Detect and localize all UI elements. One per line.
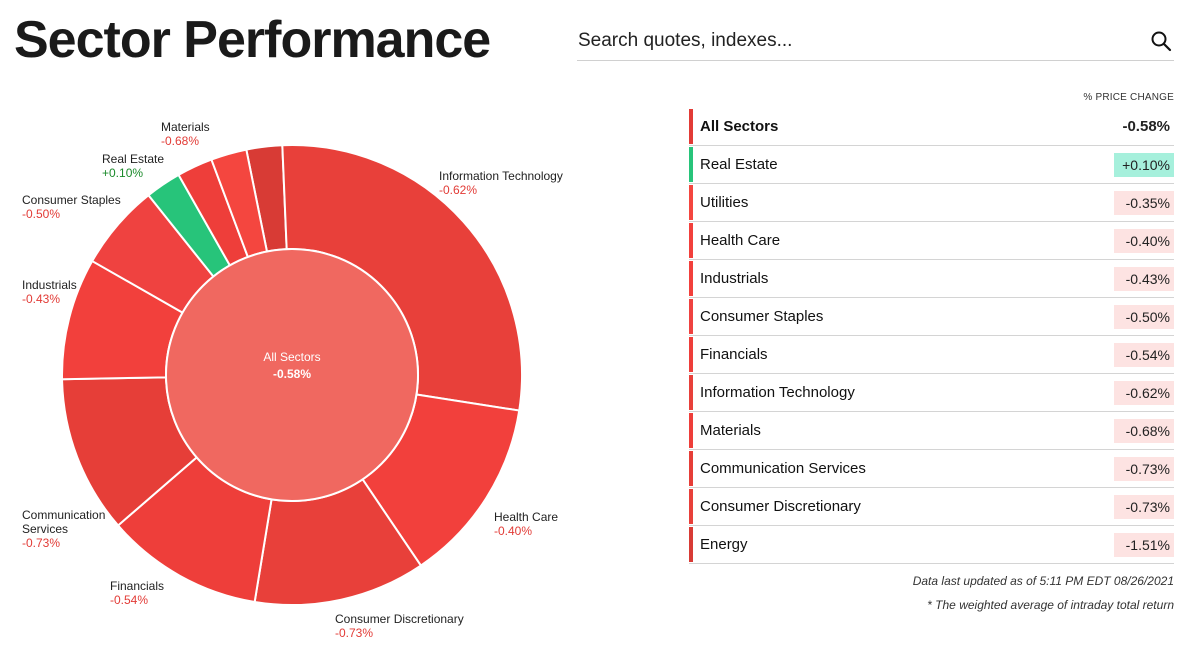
row-price-change: -0.35% (1114, 190, 1174, 215)
row-color-bar (689, 223, 693, 258)
slice-label-value: -0.68% (161, 134, 199, 148)
row-sector-name: Real Estate (700, 156, 778, 173)
row-color-bar (689, 147, 693, 182)
row-sector-name: Energy (700, 536, 748, 553)
row-color-bar (689, 375, 693, 410)
row-sector-name: Consumer Staples (700, 308, 824, 325)
last-updated-note: Data last updated as of 5:11 PM EDT 08/2… (912, 574, 1174, 588)
search-placeholder: Search quotes, indexes... (578, 30, 793, 51)
row-color-bar (689, 451, 693, 486)
row-color-bar (689, 489, 693, 524)
row-price-change: -0.43% (1114, 266, 1174, 291)
donut-svg: All Sectors-0.58%Information Technology-… (22, 120, 563, 640)
row-sector-name: Materials (700, 422, 761, 439)
row-color-bar (689, 261, 693, 296)
row-price-change: -0.40% (1114, 228, 1174, 253)
table-row[interactable]: Energy -1.51% (689, 526, 1174, 564)
row-sector-name: Consumer Discretionary (700, 498, 861, 515)
slice-label-name: Consumer Discretionary (335, 612, 464, 626)
row-sector-name: Communication Services (700, 460, 866, 477)
slice-label-value: -0.40% (494, 524, 532, 538)
sector-donut-chart: All Sectors -0.58% Information Technology -… (0, 92, 600, 653)
slice-label-name: Health Care (494, 510, 558, 524)
row-price-change: -0.50% (1114, 304, 1174, 329)
row-sector-name: Information Technology (700, 384, 855, 401)
row-color-bar (689, 109, 693, 144)
row-price-change: -0.68% (1114, 418, 1174, 443)
table-row[interactable]: Communication Services -0.73% (689, 450, 1174, 488)
search-icon[interactable] (1150, 30, 1172, 52)
slice-label-value: -0.62% (439, 183, 477, 197)
row-sector-name: Industrials (700, 270, 769, 287)
row-price-change: -1.51% (1114, 532, 1174, 557)
table-row[interactable]: Information Technology -0.62% (689, 374, 1174, 412)
row-price-change: -0.73% (1114, 494, 1174, 519)
table-row[interactable]: Real Estate +0.10% (689, 146, 1174, 184)
center-value: -0.58% (273, 367, 311, 381)
slice-label-value: -0.73% (335, 626, 373, 640)
slice-label-name: Industrials (22, 278, 77, 292)
table-row[interactable]: Consumer Discretionary -0.73% (689, 488, 1174, 526)
table-row[interactable]: Industrials -0.43% (689, 260, 1174, 298)
row-color-bar (689, 185, 693, 220)
slice-label-name: Information Technology (439, 169, 563, 183)
column-header-price-change: % PRICE CHANGE (1083, 92, 1174, 103)
slice-label-value: -0.54% (110, 593, 148, 607)
row-sector-name: Utilities (700, 194, 749, 211)
slice-label-name: Financials (110, 579, 164, 593)
row-price-change: -0.62% (1114, 380, 1174, 405)
row-color-bar (689, 413, 693, 448)
row-color-bar (689, 337, 693, 372)
search-input[interactable]: Search quotes, indexes... (577, 22, 1174, 61)
slice-label-value: -0.50% (22, 207, 60, 221)
row-sector-name: All Sectors (700, 118, 779, 135)
slice-label-name: Consumer Staples (22, 193, 121, 207)
table-row[interactable]: Utilities -0.35% (689, 184, 1174, 222)
page-title: Sector Performance (14, 11, 491, 69)
row-color-bar (689, 299, 693, 334)
weighted-average-note: * The weighted average of intraday total… (927, 598, 1174, 612)
row-sector-name: Financials (700, 346, 768, 363)
slice-label-name: Real Estate (102, 152, 164, 166)
table-row[interactable]: Health Care -0.40% (689, 222, 1174, 260)
sector-table: % PRICE CHANGE All Sectors -0.58% Real E… (689, 92, 1174, 564)
row-sector-name: Health Care (700, 232, 781, 249)
table-row[interactable]: Consumer Staples -0.50% (689, 298, 1174, 336)
row-price-change: -0.54% (1114, 342, 1174, 367)
row-price-change: +0.10% (1114, 152, 1174, 177)
donut-center[interactable] (165, 248, 419, 502)
center-label: All Sectors (263, 350, 320, 364)
slice-label-name: Materials (161, 120, 210, 134)
table-row[interactable]: Materials -0.68% (689, 412, 1174, 450)
slice-label-value: -0.73% (22, 536, 60, 550)
slice-label-value: -0.43% (22, 292, 60, 306)
row-price-change: -0.73% (1114, 456, 1174, 481)
slice-label-value: +0.10% (102, 166, 143, 180)
table-row-all-sectors[interactable]: All Sectors -0.58% (689, 108, 1174, 146)
slice-label-name: Communication Services (22, 508, 105, 536)
table-row[interactable]: Financials -0.54% (689, 336, 1174, 374)
table-body: Real Estate +0.10% Utilities -0.35% Health C… (689, 146, 1174, 564)
row-price-change: -0.58% (1122, 118, 1170, 135)
row-color-bar (689, 527, 693, 562)
